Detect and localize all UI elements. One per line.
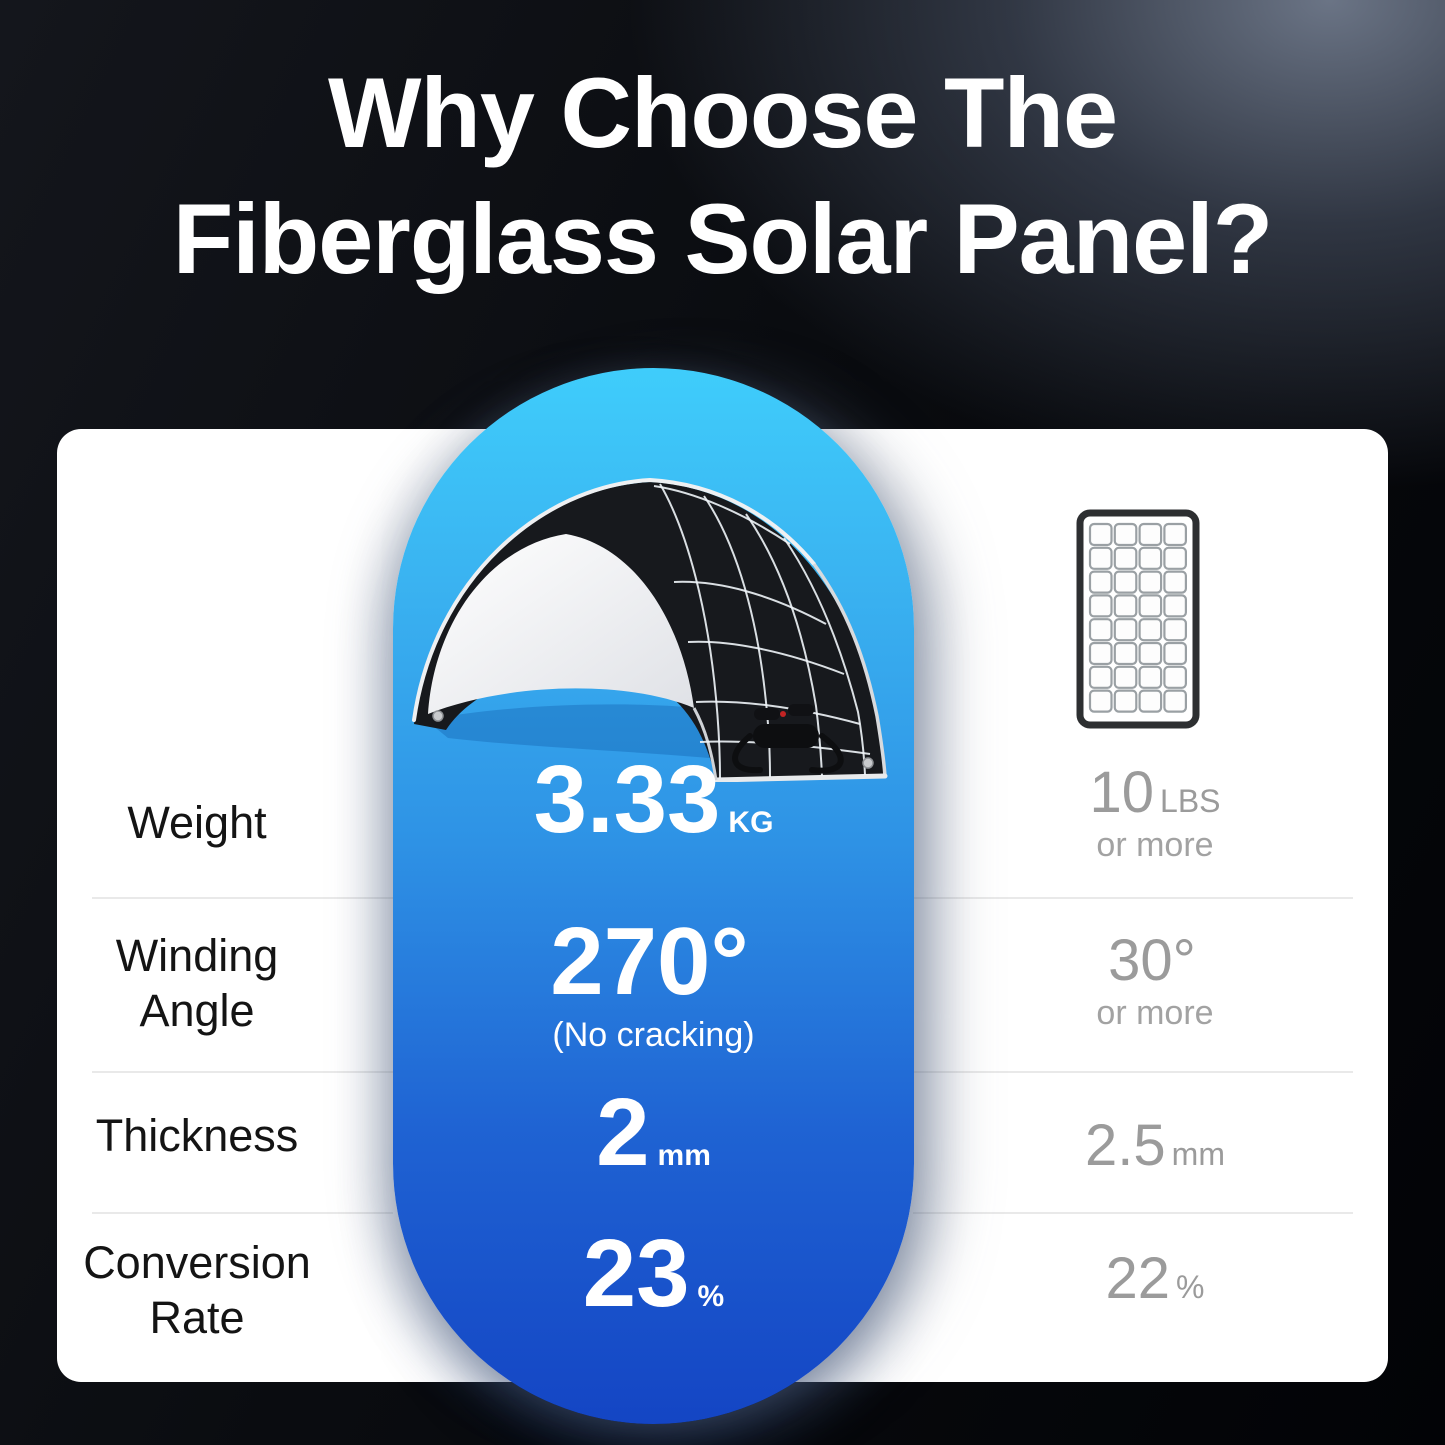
panel-frame-edge-bottom bbox=[713, 773, 888, 782]
rigid-panel-cell bbox=[1088, 665, 1113, 689]
connector-red-ring bbox=[780, 711, 786, 717]
note: or more bbox=[1096, 826, 1214, 864]
value: 23 bbox=[582, 1220, 690, 1327]
rigid-panel-cell bbox=[1088, 570, 1113, 594]
row-label-conversion-rate: Conversion Rate bbox=[83, 1237, 311, 1343]
rigid-panel-cell bbox=[1113, 570, 1138, 594]
panel-frame-edge-right bbox=[812, 562, 887, 777]
flexible-weight-value: 3.33 KG bbox=[393, 750, 914, 850]
unit: mm bbox=[1171, 1136, 1225, 1172]
rigid-panel-icon bbox=[1076, 509, 1200, 729]
row-label-thickness: Thickness bbox=[95, 1110, 299, 1161]
rigid-panel-cell bbox=[1113, 665, 1138, 689]
row-divider bbox=[913, 1212, 1353, 1214]
row-divider bbox=[92, 1071, 393, 1073]
rigid-panel-cell bbox=[1138, 522, 1163, 547]
flexible-winding-angle-value: 270° (No cracking) bbox=[393, 912, 914, 1058]
rigid-panel-cell bbox=[1138, 546, 1163, 570]
note: or more bbox=[1096, 994, 1214, 1032]
rigid-conversion-rate-value: 22% bbox=[1040, 1248, 1270, 1310]
value: 3.33 bbox=[533, 746, 721, 853]
mc4-connector bbox=[754, 708, 780, 720]
value: 22 bbox=[1105, 1246, 1171, 1311]
rigid-panel-cell bbox=[1113, 641, 1138, 666]
unit: % bbox=[697, 1280, 725, 1313]
value: 30° bbox=[1108, 928, 1196, 993]
rigid-panel-cell bbox=[1163, 689, 1188, 713]
rigid-panel-grid bbox=[1088, 522, 1188, 713]
row-label-winding-angle: Winding Angle bbox=[115, 930, 279, 1036]
grommet-hole bbox=[862, 757, 874, 769]
value: 10 bbox=[1089, 760, 1155, 825]
grommet-hole bbox=[432, 710, 444, 722]
rigid-panel-cell bbox=[1088, 689, 1113, 713]
flexible-panel-image bbox=[412, 477, 888, 782]
rigid-panel-cell bbox=[1138, 570, 1163, 594]
row-divider bbox=[92, 897, 393, 899]
rigid-winding-angle-value: 30° or more bbox=[1040, 930, 1270, 1034]
rigid-panel-cell bbox=[1138, 665, 1163, 689]
rigid-panel-cell bbox=[1113, 522, 1138, 547]
rigid-panel-cell bbox=[1163, 522, 1188, 547]
rigid-panel-cell bbox=[1163, 665, 1188, 689]
rigid-thickness-value: 2.5 mm bbox=[1040, 1115, 1270, 1177]
rigid-panel-cell bbox=[1088, 546, 1113, 570]
junction-box bbox=[753, 724, 819, 748]
row-divider bbox=[913, 897, 1353, 899]
rigid-panel-cell bbox=[1088, 594, 1113, 618]
mc4-connector bbox=[788, 704, 814, 716]
row-divider bbox=[92, 1212, 393, 1214]
unit: % bbox=[1176, 1269, 1205, 1305]
unit: KG bbox=[728, 806, 774, 839]
value: 270° bbox=[550, 908, 749, 1015]
unit: mm bbox=[657, 1139, 711, 1172]
rigid-panel-cell bbox=[1113, 594, 1138, 618]
rigid-panel-cell bbox=[1163, 546, 1188, 570]
rigid-panel-cell bbox=[1138, 594, 1163, 618]
rigid-panel-cell bbox=[1113, 618, 1138, 642]
panel-frame-edge bbox=[412, 477, 816, 722]
rigid-panel-cell bbox=[1163, 594, 1188, 618]
row-divider bbox=[913, 1071, 1353, 1073]
row-label-weight: Weight bbox=[127, 797, 267, 848]
cable bbox=[732, 733, 763, 774]
rigid-panel-cell bbox=[1163, 618, 1188, 642]
rigid-panel-cell bbox=[1138, 689, 1163, 713]
flexible-thickness-value: 2 mm bbox=[393, 1083, 914, 1183]
rigid-panel-cell bbox=[1138, 618, 1163, 642]
rigid-weight-value: 10 LBS or more bbox=[1040, 762, 1270, 866]
page-title: Why Choose The Fiberglass Solar Panel? bbox=[0, 50, 1445, 302]
title-line-2: Fiberglass Solar Panel? bbox=[172, 183, 1273, 294]
rigid-panel-cell bbox=[1113, 546, 1138, 570]
rigid-panel-cell bbox=[1138, 641, 1163, 666]
cable bbox=[809, 733, 844, 774]
rigid-panel-cell bbox=[1113, 689, 1138, 713]
rigid-panel-cell bbox=[1163, 570, 1188, 594]
rigid-panel-cell bbox=[1088, 641, 1113, 666]
flexible-conversion-rate-value: 23% bbox=[393, 1224, 914, 1324]
value: 2 bbox=[596, 1079, 650, 1186]
rigid-panel-cell bbox=[1088, 618, 1113, 642]
rigid-panel-cell bbox=[1088, 522, 1113, 547]
rigid-panel-cell bbox=[1163, 641, 1188, 666]
unit: LBS bbox=[1160, 783, 1221, 819]
title-line-1: Why Choose The bbox=[327, 57, 1118, 168]
value: 2.5 bbox=[1085, 1113, 1166, 1178]
note: (No cracking) bbox=[552, 1016, 755, 1054]
panel-white-underside bbox=[428, 534, 694, 714]
